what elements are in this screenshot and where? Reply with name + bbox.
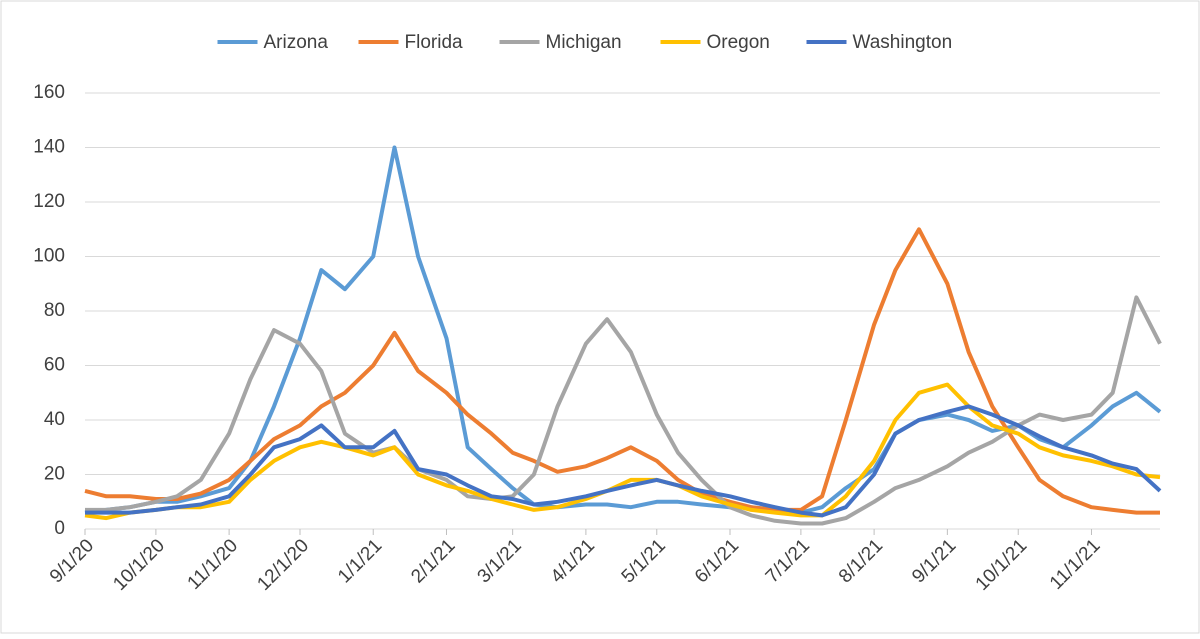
y-tick-label: 40 (44, 409, 65, 430)
y-tick-label: 0 (54, 518, 65, 539)
y-tick-label: 120 (33, 191, 65, 212)
series-line (85, 295, 1162, 526)
y-tick-label: 20 (44, 464, 65, 485)
series-line (84, 145, 1162, 515)
y-tick-label: 60 (44, 355, 65, 376)
legend-label: Florida (405, 32, 464, 53)
legend-label: Washington (853, 32, 953, 53)
legend-label: Arizona (264, 32, 329, 53)
y-tick-label: 100 (33, 246, 65, 267)
legend-label: Michigan (546, 32, 622, 53)
legend-label: Oregon (707, 32, 770, 53)
y-tick-label: 140 (33, 137, 65, 158)
y-tick-label: 80 (44, 300, 65, 321)
series-line (85, 404, 1162, 518)
y-tick-label: 160 (33, 82, 65, 103)
series-line (84, 227, 1160, 515)
series-line (84, 382, 1161, 521)
